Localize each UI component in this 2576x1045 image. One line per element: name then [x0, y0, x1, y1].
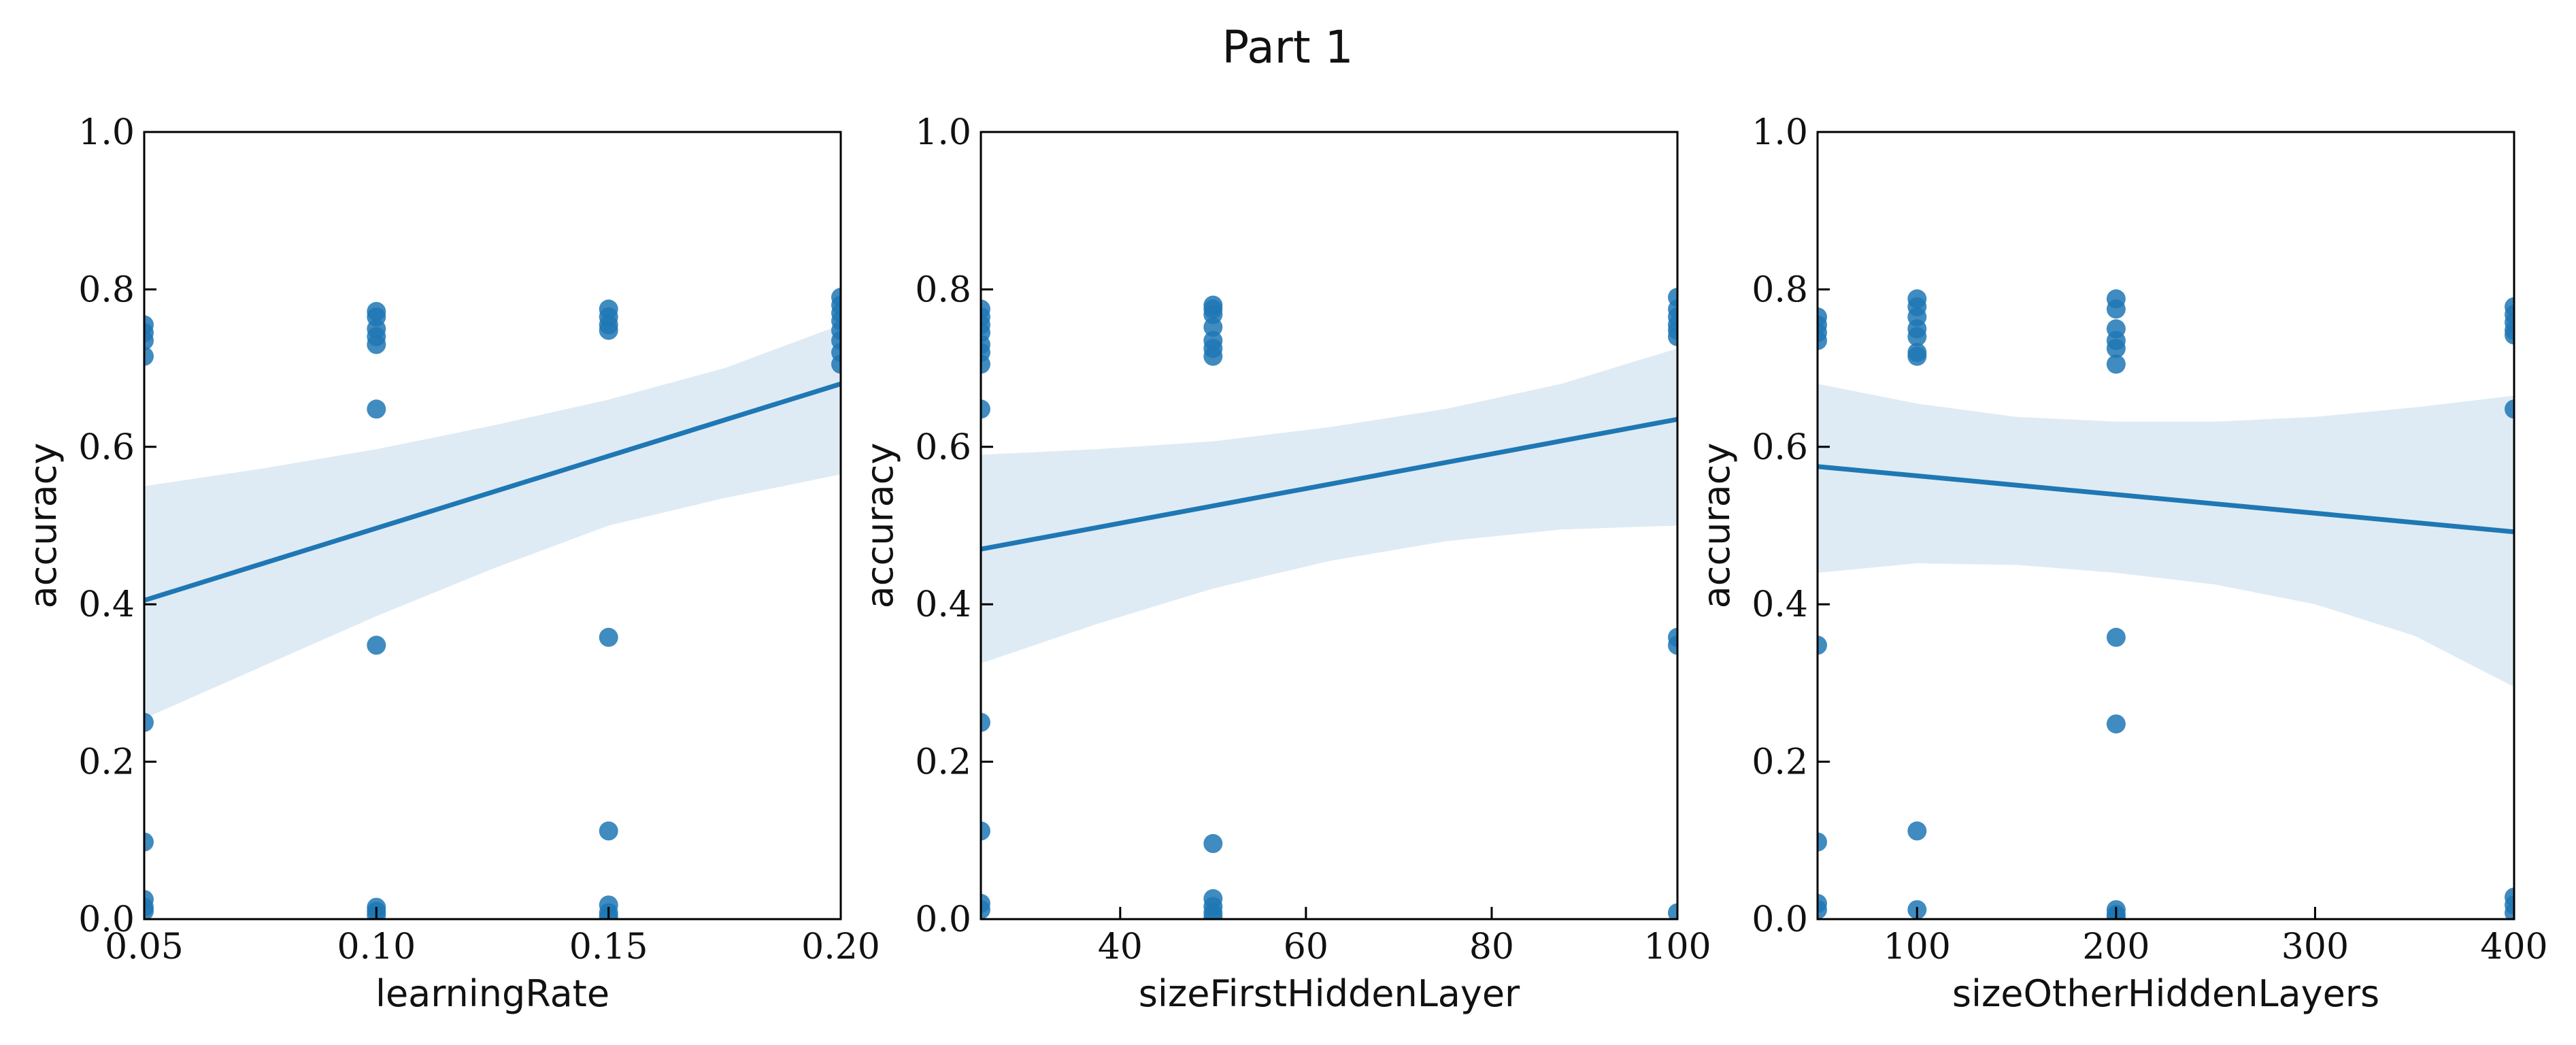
- data-point: [1818, 832, 1827, 852]
- y-tick-label: 0.4: [915, 584, 971, 625]
- data-point: [599, 821, 618, 841]
- regression-line: [1817, 464, 2515, 535]
- data-point: [981, 712, 990, 732]
- data-point: [981, 354, 990, 374]
- data-point: [1818, 635, 1827, 655]
- data-point: [367, 635, 386, 655]
- data-point: [1203, 908, 1223, 919]
- data-point: [1907, 346, 1927, 366]
- data-point: [1668, 327, 1677, 346]
- data-point: [1668, 635, 1677, 655]
- y-tick-label: 1.0: [1752, 112, 1808, 153]
- data-point: [981, 900, 990, 919]
- data-point: [144, 712, 154, 732]
- confidence-band: [981, 348, 1677, 663]
- data-point: [144, 346, 154, 366]
- y-tick-label: 0.6: [915, 427, 971, 468]
- data-point: [2505, 903, 2514, 919]
- data-point: [831, 354, 841, 374]
- data-point: [2505, 325, 2514, 345]
- axes-frame: [1816, 131, 2515, 920]
- subplot-1: 0.0 0.2 0.4 0.6 0.8 1.0 0.05 0.10 0.15 0.20 learni…: [22, 112, 880, 1015]
- data-point: [1203, 833, 1223, 853]
- x-tick-label: 100: [1643, 927, 1711, 967]
- data-point: [599, 627, 618, 647]
- data-point: [1818, 331, 1827, 350]
- figure-title: Part 1: [1222, 21, 1353, 73]
- y-tick-label: 0.0: [78, 899, 135, 940]
- confidence-band: [144, 325, 841, 718]
- data-point: [2106, 627, 2126, 647]
- y-tick-label: 0.2: [78, 742, 135, 783]
- y-tick-label: 0.8: [915, 269, 971, 310]
- data-point: [144, 832, 154, 852]
- x-tick-label: 200: [2082, 927, 2150, 967]
- data-point: [1907, 327, 1927, 346]
- x-axis-label: sizeFirstHiddenLayer: [1139, 972, 1520, 1015]
- data-point: [1668, 903, 1677, 919]
- data-point: [981, 821, 990, 841]
- x-tick-label: 0.20: [801, 927, 880, 967]
- data-point: [1818, 900, 1827, 919]
- data-point: [981, 399, 990, 419]
- data-point: [144, 331, 154, 350]
- x-tick-label: 60: [1284, 927, 1328, 967]
- y-tick-label: 0.4: [1752, 584, 1808, 625]
- x-axis-label: learningRate: [375, 972, 609, 1015]
- scatter-points: [144, 288, 841, 919]
- y-tick-label: 0.8: [1752, 269, 1808, 310]
- x-tick-label: 400: [2480, 927, 2547, 967]
- scatter-points: [1818, 289, 2514, 919]
- y-axis-label: accuracy: [1695, 443, 1738, 609]
- y-axis-label: accuracy: [22, 443, 65, 609]
- x-tick-label: 80: [1469, 927, 1514, 967]
- y-axis-label: accuracy: [858, 443, 901, 609]
- regression-line: [980, 416, 1678, 552]
- y-tick-label: 0.2: [915, 742, 971, 783]
- data-point: [1203, 317, 1223, 337]
- regression-line: [143, 381, 842, 603]
- data-point: [2106, 354, 2126, 374]
- axes-frame: [980, 131, 1679, 920]
- y-tick-label: 0.8: [78, 269, 135, 310]
- y-tick-label: 1.0: [915, 112, 971, 153]
- data-point: [2505, 399, 2514, 419]
- y-tick-label: 0.0: [915, 899, 971, 940]
- data-point: [1203, 346, 1223, 366]
- data-point: [2106, 339, 2126, 359]
- data-point: [2106, 299, 2126, 319]
- x-tick-label: 0.15: [569, 927, 648, 967]
- scatter-points: [981, 288, 1677, 919]
- y-tick-label: 0.2: [1752, 742, 1808, 783]
- y-tick-label: 0.4: [78, 584, 135, 625]
- data-point: [144, 901, 154, 919]
- x-tick-label: 0.05: [105, 927, 184, 967]
- y-tick-label: 1.0: [78, 112, 135, 153]
- data-point: [599, 320, 618, 340]
- data-point: [367, 399, 386, 419]
- data-point: [1907, 821, 1927, 841]
- y-tick-label: 0.6: [1752, 427, 1808, 468]
- data-point: [367, 335, 386, 354]
- x-tick-label: 300: [2281, 927, 2349, 967]
- axes-frame: [143, 131, 842, 920]
- y-tick-label: 0.6: [78, 427, 135, 468]
- subplot-2: 0.0 0.2 0.4 0.6 0.8 1.0 40 60 80 100 sizeFirstHidd…: [858, 112, 1711, 1015]
- y-tick-label: 0.0: [1752, 899, 1808, 940]
- x-tick-label: 40: [1098, 927, 1143, 967]
- subplot-3: 0.0 0.2 0.4 0.6 0.8 1.0 100 200 300 400 sizeOtherH…: [1695, 112, 2548, 1015]
- x-axis-label: sizeOtherHiddenLayers: [1952, 972, 2379, 1015]
- x-tick-label: 100: [1884, 927, 1951, 967]
- data-point: [2106, 714, 2126, 734]
- x-tick-label: 0.10: [337, 927, 416, 967]
- confidence-band: [1818, 384, 2514, 687]
